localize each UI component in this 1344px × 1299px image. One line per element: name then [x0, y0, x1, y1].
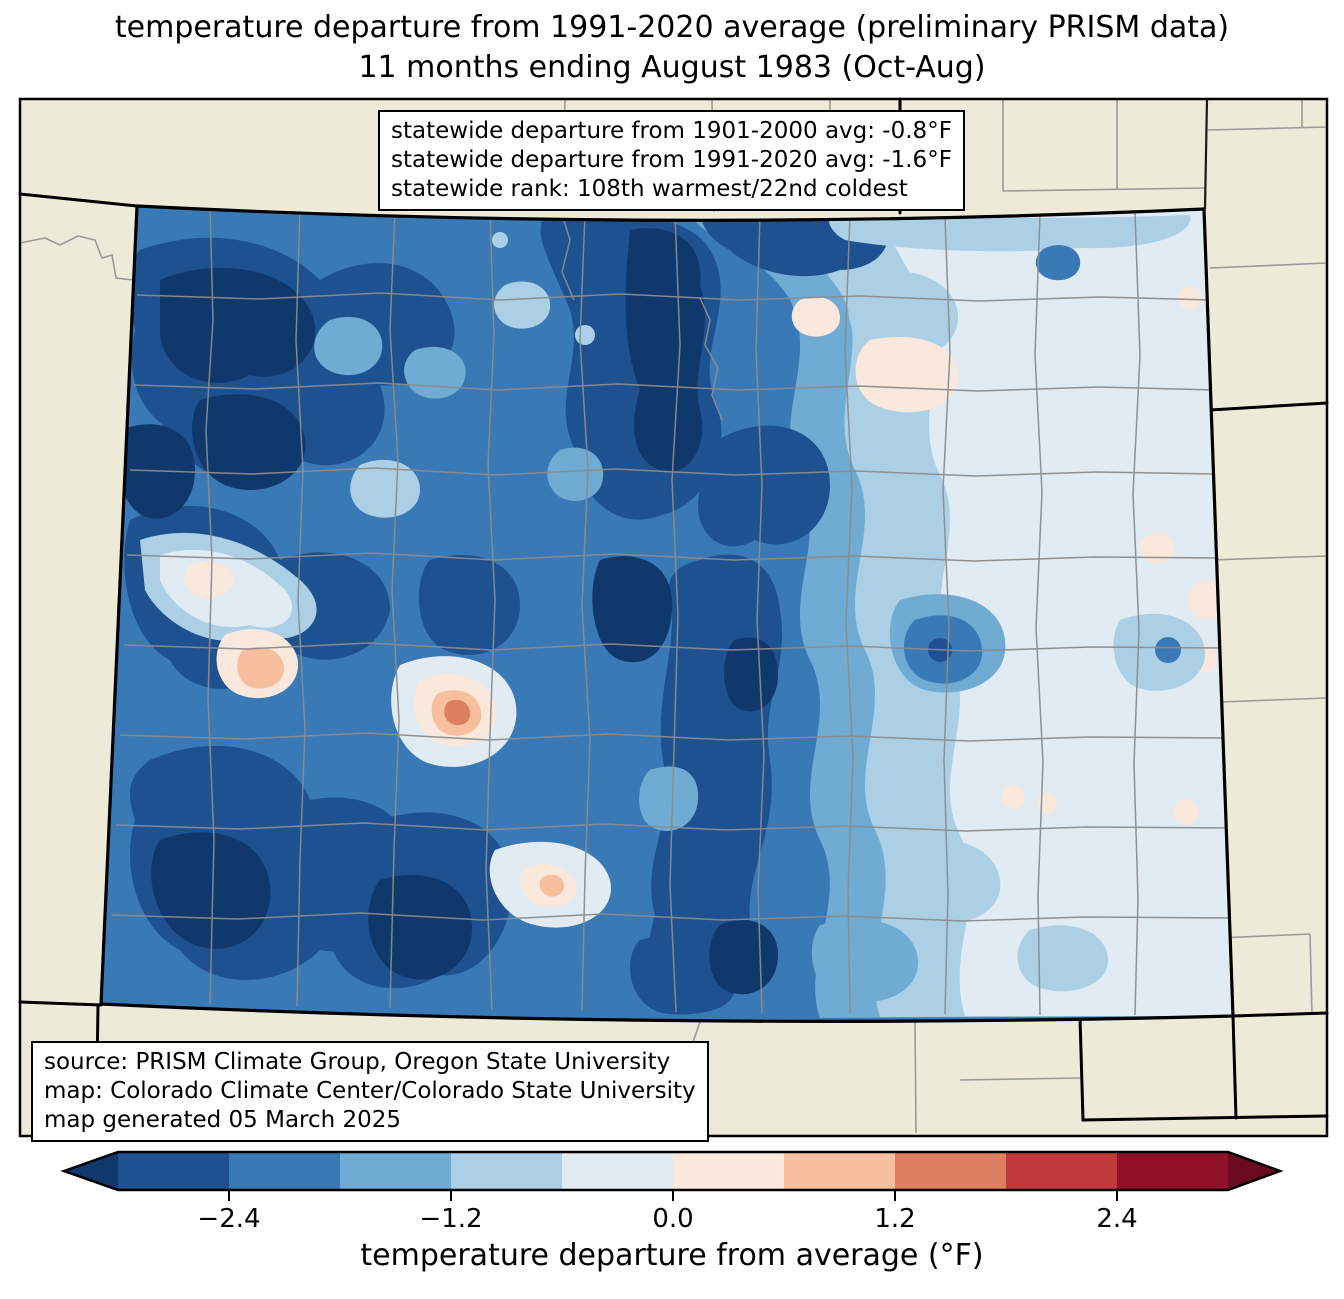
colorbar-segments	[118, 1152, 1229, 1190]
stats-line-3: statewide rank: 108th warmest/22nd colde…	[391, 176, 908, 202]
stats-box: statewide departure from 1901-2000 avg: …	[378, 110, 965, 211]
colorbar-tick-label: 2.4	[1096, 1204, 1138, 1234]
colorbar-tick-label: −1.2	[419, 1204, 483, 1234]
colorbar-tick-label: 0.0	[652, 1204, 694, 1234]
colorado-contour-fill	[101, 206, 1233, 1022]
colorbar-segment	[784, 1152, 896, 1190]
colorbar-under-arrow	[64, 1152, 118, 1190]
colorbar-outline	[60, 1150, 1284, 1192]
stats-line-2: statewide departure from 1991-2020 avg: …	[391, 147, 952, 173]
stats-line-1: statewide departure from 1901-2000 avg: …	[391, 118, 952, 144]
colorbar-segment	[340, 1152, 452, 1190]
colorbar-segment	[562, 1152, 674, 1190]
colorado-state-border	[99, 204, 1235, 1023]
colorbar-segment	[895, 1152, 1007, 1190]
colorbar-segment	[1117, 1152, 1229, 1190]
title-line-2: 11 months ending August 1983 (Oct-Aug)	[358, 50, 986, 85]
colorbar-segment	[451, 1152, 563, 1190]
source-line-2: map: Colorado Climate Center/Colorado St…	[44, 1078, 696, 1104]
source-box: source: PRISM Climate Group, Oregon Stat…	[31, 1041, 709, 1142]
colorbar-over-arrow	[1228, 1152, 1280, 1190]
colorbar-segment	[1006, 1152, 1118, 1190]
colorbar-tick-marks	[228, 1190, 1118, 1201]
source-line-1: source: PRISM Climate Group, Oregon Stat…	[44, 1049, 671, 1075]
figure-title: temperature departure from 1991-2020 ave…	[0, 8, 1344, 88]
colorbar-tick-label: 1.2	[874, 1204, 916, 1234]
source-line-3: map generated 05 March 2025	[44, 1107, 402, 1133]
colorbar-segment	[673, 1152, 785, 1190]
wyoming-nebraska-border	[1203, 98, 1209, 210]
title-line-1: temperature departure from 1991-2020 ave…	[114, 10, 1230, 45]
colorbar-segment	[118, 1152, 230, 1190]
colorbar-axis-label: temperature departure from average (°F)	[360, 1238, 984, 1273]
colorado-county-lines	[111, 206, 1232, 1016]
colorbar	[60, 1150, 1284, 1201]
colorbar-segment	[229, 1152, 341, 1190]
colorbar-tick-label: −2.4	[197, 1204, 261, 1234]
